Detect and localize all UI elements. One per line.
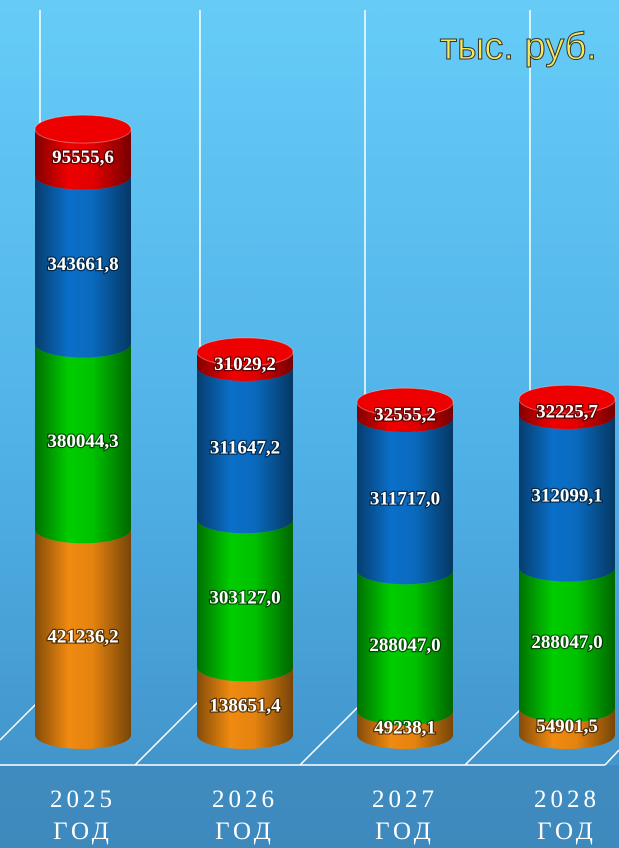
value-label: 421236,2 bbox=[47, 626, 118, 647]
value-label: 312099,1 bbox=[531, 486, 602, 507]
cylinder-top bbox=[196, 337, 294, 367]
x-tick-label: 2027 ГОД bbox=[372, 786, 438, 845]
segment-shade bbox=[35, 175, 131, 358]
x-tick-label: 2026 ГОД bbox=[212, 786, 278, 845]
value-label: 311647,2 bbox=[210, 437, 280, 458]
value-label: 288047,0 bbox=[369, 635, 440, 656]
segment-shade bbox=[519, 415, 615, 582]
x-tick-label: 2025 ГОД bbox=[50, 786, 116, 845]
segment-shade bbox=[519, 399, 615, 430]
value-label: 32225,7 bbox=[536, 402, 598, 423]
segment-shade bbox=[357, 710, 453, 749]
segment-shade bbox=[35, 343, 131, 544]
segment-shade bbox=[519, 708, 615, 749]
segment-shade bbox=[197, 351, 293, 381]
value-label: 32555,2 bbox=[374, 404, 436, 425]
cylinder-top bbox=[518, 384, 616, 414]
segment-shade bbox=[519, 567, 615, 723]
value-label: 54901,5 bbox=[536, 716, 598, 737]
value-label: 288047,0 bbox=[531, 632, 602, 653]
floor-band bbox=[0, 765, 619, 848]
segment-shade bbox=[357, 570, 453, 725]
cylinder-top bbox=[34, 114, 132, 144]
value-label: 95555,6 bbox=[52, 147, 114, 168]
value-label: 31029,2 bbox=[214, 354, 276, 375]
segment-shade bbox=[197, 366, 293, 534]
segment-shade bbox=[197, 667, 293, 749]
unit-label: тыс. руб. bbox=[439, 26, 597, 69]
x-tick-label: 2028 ГОД bbox=[534, 786, 600, 845]
value-label: 343661,8 bbox=[47, 254, 118, 275]
segment-shade bbox=[197, 519, 293, 682]
value-label: 138651,4 bbox=[209, 695, 281, 716]
value-label: 380044,3 bbox=[47, 431, 118, 452]
segment-shade bbox=[35, 529, 131, 749]
segment-shade bbox=[35, 129, 131, 190]
segment-shade bbox=[357, 402, 453, 432]
segment-shade bbox=[357, 417, 453, 585]
cylinder-top bbox=[356, 387, 454, 417]
value-label: 311717,0 bbox=[370, 488, 440, 509]
value-label: 49238,1 bbox=[374, 717, 436, 738]
value-label: 303127,0 bbox=[209, 588, 280, 609]
